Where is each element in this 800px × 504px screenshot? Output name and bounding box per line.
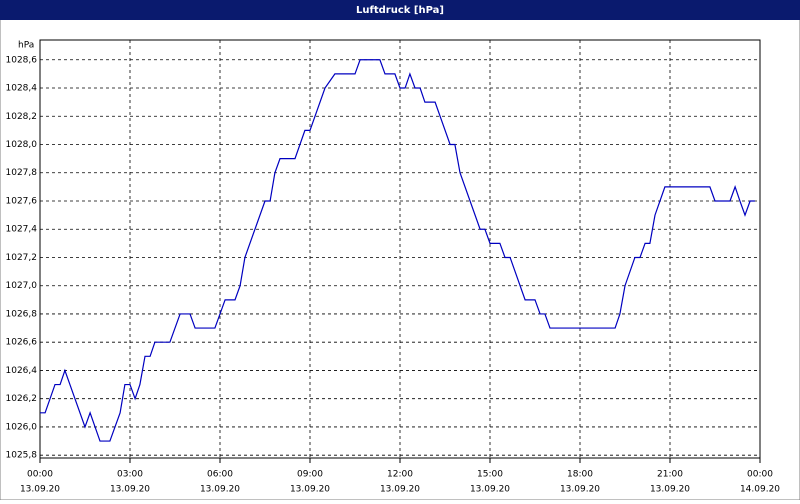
y-tick-label: 1027,8	[6, 168, 38, 178]
y-tick-label: 1027,0	[6, 281, 38, 291]
x-tick-date: 13.09.20	[290, 485, 330, 495]
x-tick-label: 06:00	[207, 470, 233, 480]
y-tick-label: 1028,4	[6, 84, 38, 94]
x-tick-label: 18:00	[567, 470, 593, 480]
x-tick-date: 13.09.20	[200, 485, 240, 495]
x-tick-label: 09:00	[297, 470, 323, 480]
plot-frame	[39, 39, 761, 459]
y-tick-label: 1028,6	[6, 55, 38, 65]
x-tick-label: 00:00	[747, 470, 773, 480]
y-tick-label: 1026,4	[6, 366, 38, 376]
data-line	[40, 59, 755, 442]
y-tick-label: 1027,6	[6, 196, 38, 206]
y-tick-label: 1027,4	[6, 225, 38, 235]
x-tick-date: 14.09.20	[740, 485, 780, 495]
x-tick-date: 13.09.20	[560, 485, 600, 495]
x-tick-label: 12:00	[387, 470, 413, 480]
y-tick-label: 1026,8	[6, 309, 38, 319]
x-tick-date: 13.09.20	[650, 485, 690, 495]
y-tick-label: 1027,2	[6, 253, 38, 263]
x-tick-date: 13.09.20	[470, 485, 510, 495]
x-tick-label: 21:00	[657, 470, 683, 480]
x-tick-date: 13.09.20	[20, 485, 60, 495]
y-tick-label: 1025,8	[6, 451, 38, 461]
title-bar	[0, 0, 800, 20]
x-tick-date: 13.09.20	[110, 485, 150, 495]
x-tick-label: 15:00	[477, 470, 503, 480]
x-tick-label: 00:00	[27, 470, 53, 480]
y-unit: hPa	[18, 41, 34, 51]
y-tick-label: 1028,2	[6, 112, 38, 122]
x-tick-date: 13.09.20	[380, 485, 420, 495]
chart-title: Luftdruck [hPa]	[356, 5, 444, 16]
y-tick-label: 1026,0	[6, 422, 38, 432]
x-tick-label: 03:00	[117, 470, 143, 480]
y-tick-label: 1028,0	[6, 140, 38, 150]
y-tick-label: 1026,6	[6, 338, 38, 348]
y-tick-label: 1026,2	[6, 394, 38, 404]
